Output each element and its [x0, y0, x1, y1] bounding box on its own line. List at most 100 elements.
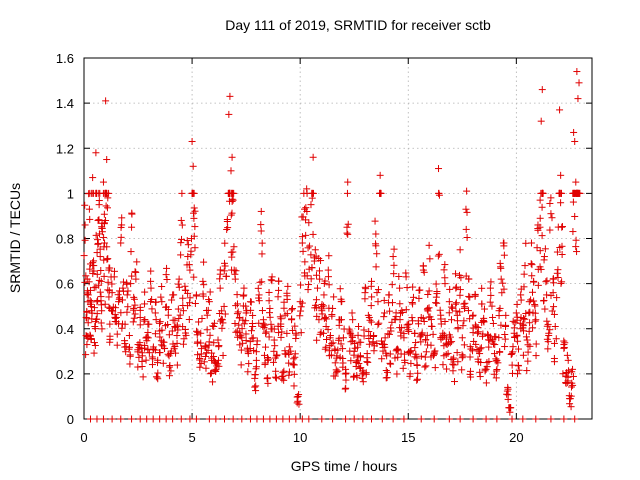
data-point-dense: [491, 350, 499, 358]
data-point-dense: [439, 361, 447, 369]
data-point-dense: [214, 360, 222, 368]
data-point-dense: [328, 340, 336, 348]
data-point-dense: [252, 356, 260, 364]
data-point-dense: [569, 372, 577, 380]
data-point-zero: [128, 415, 136, 423]
data-point-dense: [565, 367, 573, 375]
data-point: [570, 128, 578, 136]
data-point-dense: [268, 277, 276, 285]
data-point-dense: [114, 291, 122, 299]
data-point-dense: [332, 366, 340, 374]
data-point-dense: [462, 205, 470, 213]
data-point-dense: [203, 306, 211, 314]
data-point-dense: [368, 293, 376, 301]
data-point-dense: [338, 297, 346, 305]
data-point: [128, 223, 136, 231]
data-point-dense: [138, 349, 146, 357]
data-point-dense: [329, 339, 337, 347]
data-point-dense: [501, 331, 509, 339]
data-point-dense: [550, 339, 558, 347]
data-point-dense: [409, 283, 417, 291]
data-point: [537, 117, 545, 125]
data-point-dense: [205, 338, 213, 346]
data-point-zero: [93, 415, 101, 423]
data-point: [551, 322, 559, 330]
data-point-zero: [86, 415, 94, 423]
data-point-dense: [504, 395, 512, 403]
data-point-dense: [495, 312, 503, 320]
data-point-dense: [207, 370, 215, 378]
data-point: [521, 262, 529, 270]
data-point-dense: [407, 359, 415, 367]
data-point-dense: [167, 367, 175, 375]
data-point: [147, 284, 155, 292]
data-point-dense: [117, 223, 125, 231]
data-point-dense: [191, 223, 199, 231]
data-point-zero: [519, 415, 527, 423]
data-point-dense: [285, 371, 293, 379]
data-point-zero: [493, 415, 501, 423]
data-point-dense: [456, 308, 464, 316]
data-point-zero: [456, 415, 464, 423]
data-point-dense: [284, 282, 292, 290]
data-point-dense: [567, 403, 575, 411]
data-point-dense: [495, 334, 503, 342]
data-point-dense: [543, 277, 551, 285]
data-point: [536, 196, 544, 204]
data-point-dense: [467, 373, 475, 381]
data-point-dense: [492, 374, 500, 382]
data-point-dense: [411, 344, 419, 352]
data-point-dense: [414, 375, 422, 383]
data-point-dense: [176, 311, 184, 319]
data-point-dense: [453, 317, 461, 325]
x-tick-label: 10: [293, 430, 307, 445]
data-point-dense: [177, 251, 185, 259]
data-point-dense: [367, 318, 375, 326]
data-point-dense: [288, 306, 296, 314]
data-point: [497, 275, 505, 283]
data-point-dense: [141, 316, 149, 324]
data-point-dense: [185, 315, 193, 323]
data-point-dense: [264, 354, 272, 362]
data-point-dense: [190, 189, 198, 197]
data-point-dense: [265, 333, 273, 341]
data-point-dense: [277, 333, 285, 341]
data-point-dense: [474, 328, 482, 336]
data-point-dense: [342, 376, 350, 384]
data-point-zero: [350, 415, 358, 423]
data-point-dense: [544, 320, 552, 328]
data-point-dense: [333, 354, 341, 362]
data-point: [225, 110, 233, 118]
data-point-dense: [220, 302, 228, 310]
data-point-zero: [417, 415, 425, 423]
data-point-dense: [193, 327, 201, 335]
data-point-dense: [429, 352, 437, 360]
data-point-dense: [369, 333, 377, 341]
data-point-dense: [265, 297, 273, 305]
grid-lines: [84, 58, 592, 419]
data-point-dense: [297, 329, 305, 337]
data-point-dense: [93, 310, 101, 318]
data-point-dense: [156, 319, 164, 327]
data-point: [374, 298, 382, 306]
data-point-dense: [297, 303, 305, 311]
data-point-dense: [336, 285, 344, 293]
data-point-dense: [460, 317, 468, 325]
data-point-dense: [230, 189, 238, 197]
data-point-dense: [92, 315, 100, 323]
data-point-dense: [443, 365, 451, 373]
data-point-dense: [550, 310, 558, 318]
data-point-dense: [541, 245, 549, 253]
data-point-dense: [276, 313, 284, 321]
data-point-dense: [487, 278, 495, 286]
data-point-dense: [394, 353, 402, 361]
data-point-dense: [177, 239, 185, 247]
data-point-zero: [108, 415, 116, 423]
data-point-dense: [502, 321, 510, 329]
data-point-dense: [469, 329, 477, 337]
data-point-dense: [450, 361, 458, 369]
data-point-dense: [97, 319, 105, 327]
data-point-dense: [174, 280, 182, 288]
data-point-dense: [572, 243, 580, 251]
data-point-dense: [196, 356, 204, 364]
